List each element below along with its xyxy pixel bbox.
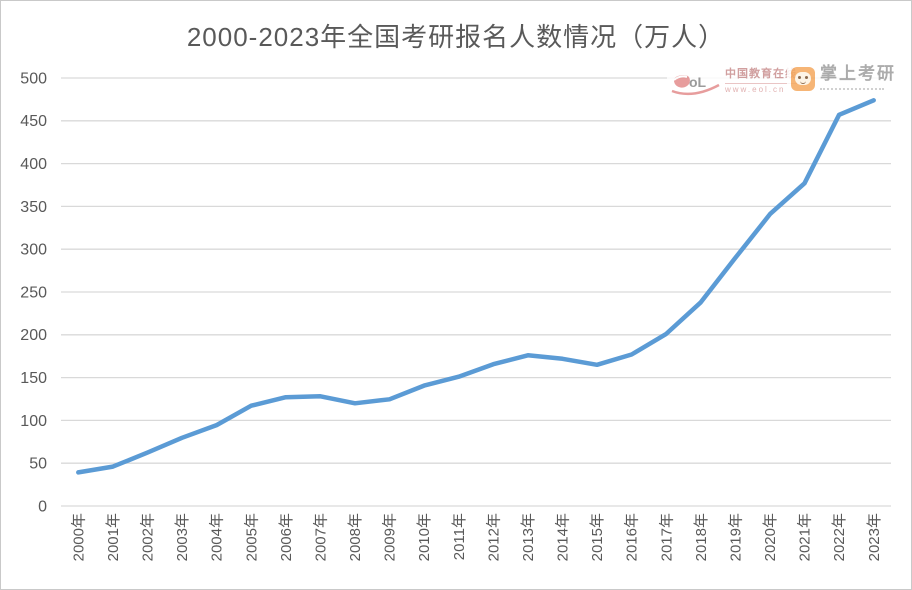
y-axis-tick-label: 150	[20, 370, 47, 387]
x-axis-tick-label: 2001年	[105, 513, 122, 561]
chart-title: 2000-2023年全国考研报名人数情况（万人）	[186, 22, 726, 52]
x-axis-tick-label: 2016年	[624, 513, 641, 561]
x-axis-tick-label: 2022年	[831, 513, 848, 561]
x-axis-tick-label: 2009年	[382, 513, 399, 561]
y-axis-tick-label: 50	[29, 456, 47, 473]
x-axis-tick-label: 2010年	[416, 513, 433, 561]
x-axis-tick-label: 2005年	[243, 513, 260, 561]
svg-text:oL: oL	[689, 74, 707, 90]
eol-url-label: www.eol.cn	[725, 83, 797, 94]
x-axis-tick-label: 2013年	[520, 513, 537, 561]
zsky-subtext	[820, 85, 884, 90]
data-series-line	[76, 98, 876, 475]
mascot-icon	[791, 67, 815, 91]
y-axis-tick-label: 250	[20, 284, 47, 301]
x-axis-tick-label: 2017年	[658, 513, 675, 561]
y-axis-tick-label: 400	[20, 156, 47, 173]
x-axis-tick-label: 2019年	[727, 513, 744, 561]
x-axis-tick-label: 2011年	[451, 513, 468, 560]
y-axis-tick-label: 0	[38, 498, 47, 515]
y-axis-tick-label: 300	[20, 242, 47, 259]
y-axis-tick-label: 500	[20, 70, 47, 87]
x-axis-tick-label: 2006年	[278, 513, 295, 561]
x-axis-tick-label: 2003年	[174, 513, 191, 561]
x-axis-tick-label: 2023年	[866, 513, 883, 561]
y-axis-tick-label: 450	[20, 113, 47, 130]
y-axis-tick-label: 100	[20, 413, 47, 430]
x-axis-tick-label: 2002年	[140, 513, 157, 561]
x-axis-tick-label: 2012年	[485, 513, 502, 561]
x-axis-tick-label: 2014年	[555, 513, 572, 561]
eol-watermark: oL 中国教育在线 www.eol.cn	[667, 67, 801, 99]
zsky-name-label: 掌上考研	[820, 64, 896, 83]
x-axis-tick-label: 2018年	[693, 513, 710, 561]
eol-swoosh-icon: oL	[671, 74, 720, 96]
eol-name-label: 中国教育在线	[725, 68, 797, 80]
y-axis-tick-label: 200	[20, 327, 47, 344]
zhangshang-kaoyan-watermark: 掌上考研	[787, 63, 900, 93]
x-axis-tick-label: 2007年	[312, 513, 329, 561]
x-axis-tick-label: 2004年	[209, 513, 226, 561]
x-axis-tick-label: 2015年	[589, 513, 606, 561]
x-axis-tick-label: 2020年	[762, 513, 779, 561]
y-axis-tick-label: 350	[20, 199, 47, 216]
x-axis-tick-label: 2008年	[347, 513, 364, 561]
x-axis-tick-label: 2000年	[70, 513, 87, 561]
x-axis-tick-label: 2021年	[797, 513, 814, 561]
